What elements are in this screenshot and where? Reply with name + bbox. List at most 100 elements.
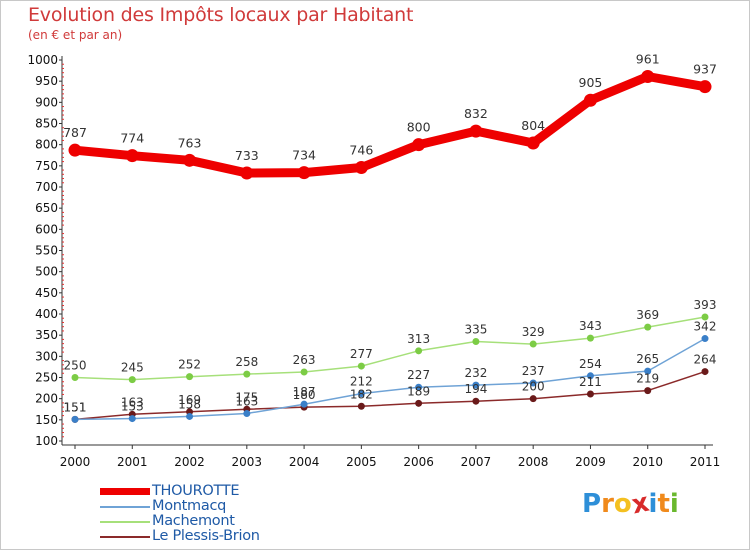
data-point-machemont xyxy=(701,313,709,321)
data-label-thourotte: 787 xyxy=(63,125,87,140)
data-point-montmacq xyxy=(701,335,709,343)
data-label-machemont: 277 xyxy=(350,347,373,361)
data-point-montmacq xyxy=(357,390,365,398)
data-label-le-plessis-brion: 211 xyxy=(579,375,602,389)
data-point-montmacq xyxy=(300,400,308,408)
y-tick-label: 200 xyxy=(35,392,58,406)
data-point-machemont xyxy=(186,373,194,381)
data-point-thourotte xyxy=(469,124,483,138)
axes: 100 150 200 250 300 350 400 450 500 550 600 650 700 7… xyxy=(27,53,720,469)
chart-subtitle: (en € et par an) xyxy=(28,28,123,42)
data-point-le-plessis-brion xyxy=(586,390,594,398)
x-tick-label: 2004 xyxy=(289,455,320,469)
x-tick-label: 2000 xyxy=(60,455,91,469)
logo-letter: i xyxy=(648,489,658,519)
series-line-thourotte xyxy=(70,72,710,178)
data-label-le-plessis-brion: 200 xyxy=(522,380,545,394)
data-label-machemont: 258 xyxy=(235,355,258,369)
data-label-le-plessis-brion: 180 xyxy=(293,388,316,402)
y-tick-label: 250 xyxy=(35,371,58,385)
y-tick-label: 450 xyxy=(35,286,58,300)
data-label-machemont: 245 xyxy=(121,361,144,375)
y-tick-label: 750 xyxy=(35,159,58,173)
logo-letter: P xyxy=(582,489,602,519)
data-point-le-plessis-brion xyxy=(415,399,423,407)
data-point-thourotte xyxy=(412,138,426,152)
y-tick-label: 950 xyxy=(35,74,58,88)
data-label-thourotte: 832 xyxy=(464,106,488,121)
data-label-thourotte: 800 xyxy=(407,120,431,135)
data-point-le-plessis-brion xyxy=(644,387,652,395)
data-point-thourotte xyxy=(583,93,597,107)
logo-letter: r xyxy=(601,489,614,519)
data-point-montmacq xyxy=(644,367,652,375)
data-point-machemont xyxy=(243,370,251,378)
data-label-montmacq: 232 xyxy=(464,366,487,380)
x-tick-label: 2011 xyxy=(690,455,721,469)
y-tick-label: 400 xyxy=(35,307,58,321)
series-line-le-plessis-brion xyxy=(74,370,706,421)
data-label-montmacq: 153 xyxy=(121,400,144,414)
data-point-machemont xyxy=(128,376,136,384)
data-label-montmacq: 227 xyxy=(407,368,430,382)
legend-label-machemont: Machemont xyxy=(152,513,235,529)
data-point-montmacq xyxy=(71,415,79,423)
data-label-le-plessis-brion: 175 xyxy=(235,390,258,404)
data-label-machemont: 393 xyxy=(694,298,717,312)
y-tick-label: 800 xyxy=(35,138,58,152)
data-label-le-plessis-brion: 169 xyxy=(178,393,201,407)
data-point-thourotte xyxy=(183,153,197,167)
y-tick-label: 900 xyxy=(35,95,58,109)
data-point-machemont xyxy=(415,347,423,355)
y-tick-label: 1000 xyxy=(27,53,58,67)
data-point-montmacq xyxy=(415,383,423,391)
data-label-montmacq: 163 xyxy=(235,394,258,408)
y-tick-label: 700 xyxy=(35,180,58,194)
data-label-le-plessis-brion: 189 xyxy=(407,384,430,398)
x-tick-label: 2001 xyxy=(117,455,148,469)
x-tick-label: 2008 xyxy=(518,455,549,469)
data-point-thourotte xyxy=(354,161,368,175)
data-label-thourotte: 734 xyxy=(292,148,316,163)
data-label-montmacq: 151 xyxy=(64,400,87,414)
data-label-thourotte: 763 xyxy=(178,135,202,150)
y-tick-label: 100 xyxy=(35,434,58,448)
data-label-le-plessis-brion: 194 xyxy=(464,382,487,396)
data-label-le-plessis-brion: 163 xyxy=(121,395,144,409)
data-point-machemont xyxy=(586,334,594,342)
data-point-le-plessis-brion xyxy=(529,395,537,403)
legend-label-thourotte: THOUROTTE xyxy=(152,483,240,499)
legend-swatch-thourotte xyxy=(100,488,150,495)
data-point-montmacq xyxy=(529,379,537,387)
data-point-machemont xyxy=(300,368,308,376)
data-point-machemont xyxy=(71,374,79,381)
y-tick-label: 350 xyxy=(35,328,58,342)
y-tick-label: 550 xyxy=(35,244,58,258)
chart-title: Evolution des Impôts locaux par Habitant xyxy=(28,4,414,26)
x-tick-label: 2007 xyxy=(461,455,492,469)
data-label-thourotte: 905 xyxy=(579,75,603,90)
legend-label-le-plessis-brion: Le Plessis-Brion xyxy=(152,528,260,544)
data-point-thourotte xyxy=(125,149,139,163)
data-label-thourotte: 733 xyxy=(235,148,259,163)
x-tick-label: 2002 xyxy=(174,455,205,469)
x-tick-label: 2009 xyxy=(575,455,606,469)
data-label-machemont: 329 xyxy=(522,325,545,339)
y-tick-label: 300 xyxy=(35,349,58,363)
y-tick-label: 600 xyxy=(35,222,58,236)
data-label-machemont: 313 xyxy=(407,332,430,346)
data-label-machemont: 335 xyxy=(464,323,487,337)
x-tick-label: 2005 xyxy=(346,455,377,469)
data-label-thourotte: 746 xyxy=(349,143,373,158)
logo-letter: t xyxy=(657,489,670,519)
data-label-machemont: 250 xyxy=(64,359,87,373)
logo-letter: o xyxy=(613,489,632,519)
legend-swatch-le-plessis-brion xyxy=(100,536,150,538)
data-label-thourotte: 774 xyxy=(120,131,144,146)
data-point-montmacq xyxy=(128,415,136,423)
data-label-le-plessis-brion: 151 xyxy=(64,400,87,414)
data-point-thourotte xyxy=(698,80,712,94)
data-label-thourotte: 961 xyxy=(636,52,660,67)
